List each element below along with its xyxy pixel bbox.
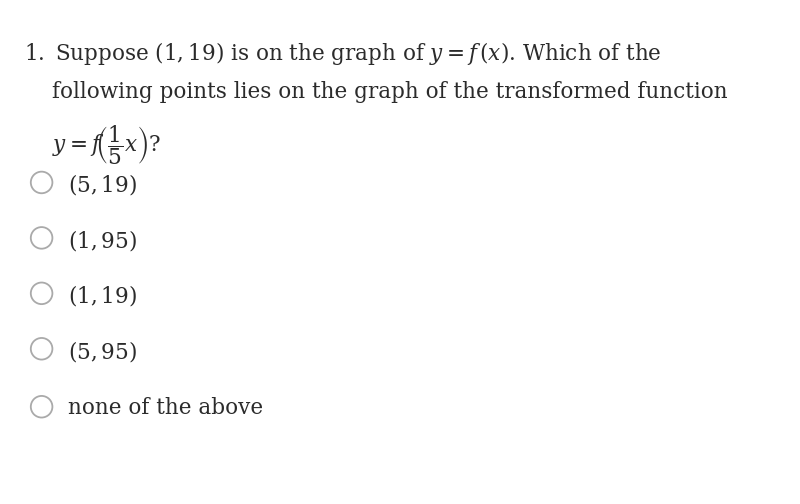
Text: $(5, 19)$: $(5, 19)$ — [68, 172, 137, 198]
Text: $(1, 95)$: $(1, 95)$ — [68, 228, 137, 253]
Text: following points lies on the graph of the transformed function: following points lies on the graph of th… — [52, 81, 728, 103]
Text: $y = f\!\left(\dfrac{1}{5}x\right)$?: $y = f\!\left(\dfrac{1}{5}x\right)$? — [52, 123, 161, 167]
Text: none of the above: none of the above — [68, 397, 263, 419]
Text: 1. Suppose $(1, 19)$ is on the graph of $y = f\,(x)$. Which of the: 1. Suppose $(1, 19)$ is on the graph of … — [24, 40, 662, 68]
Text: $(5, 95)$: $(5, 95)$ — [68, 339, 137, 364]
Text: $(1, 19)$: $(1, 19)$ — [68, 283, 137, 308]
